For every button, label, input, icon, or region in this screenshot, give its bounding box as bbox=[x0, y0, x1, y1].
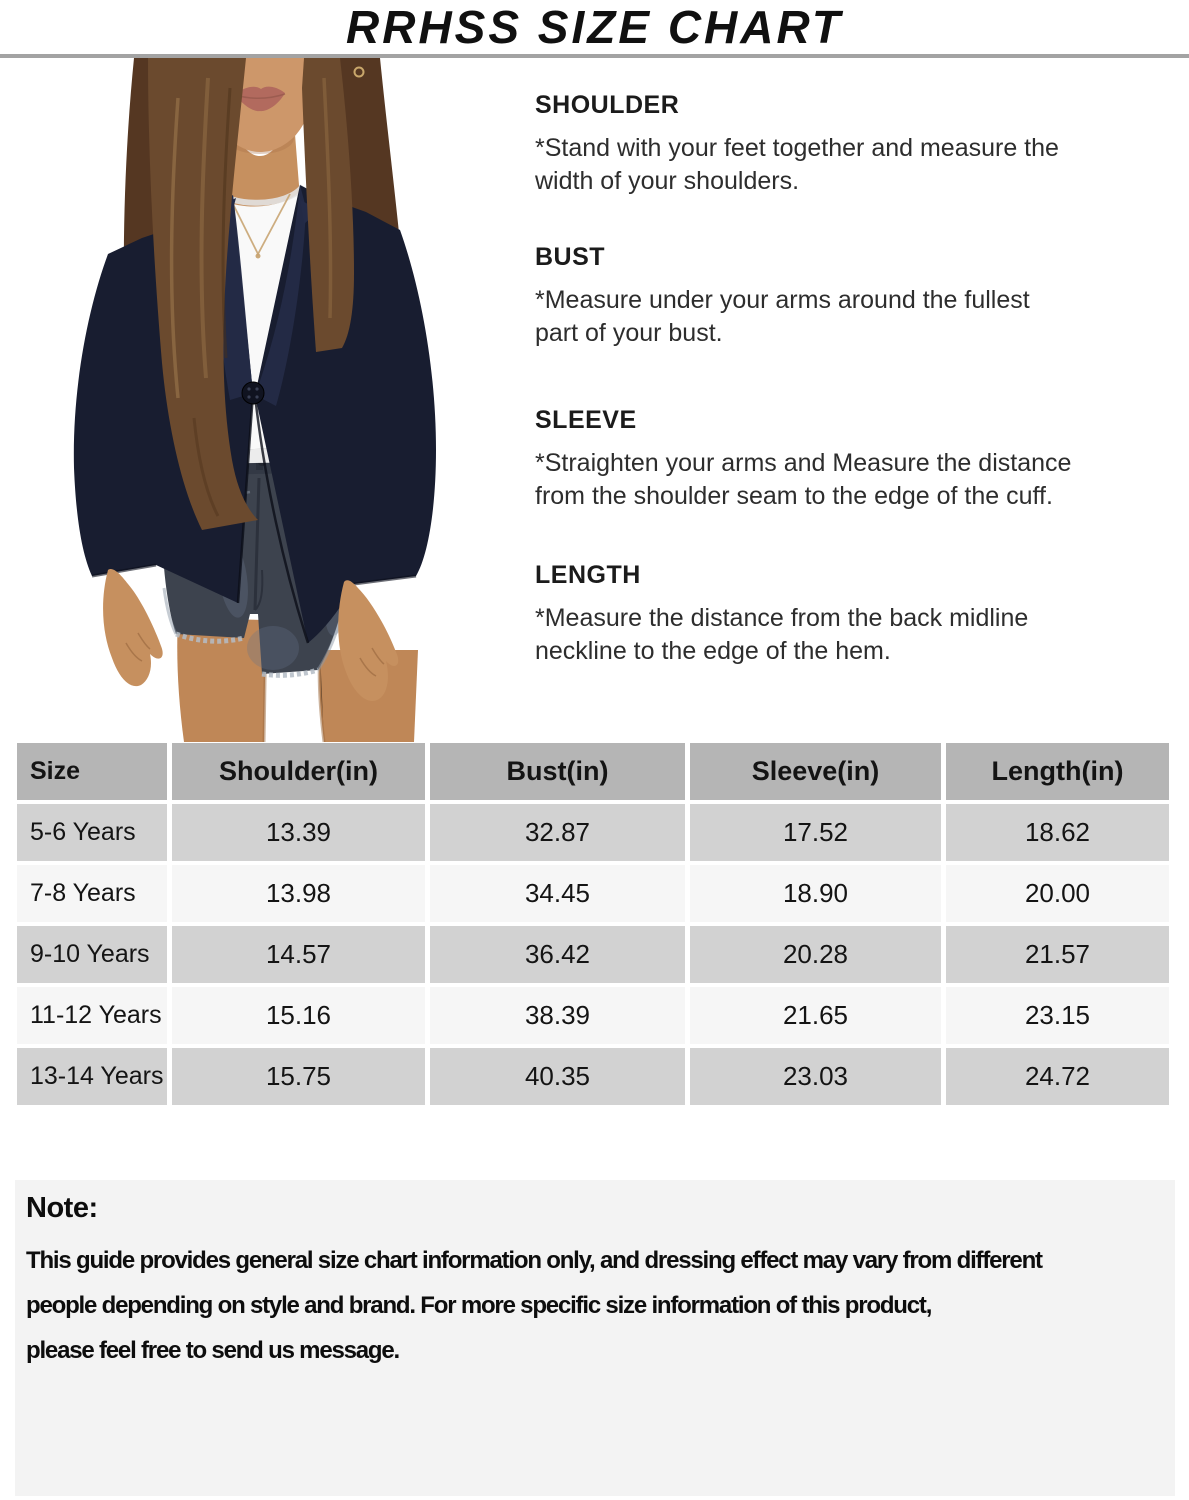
title-divider-line bbox=[0, 54, 1189, 58]
length-heading: LENGTH bbox=[535, 561, 641, 589]
size-table: Size Shoulder(in) Bust(in) Sleeve(in) Length… bbox=[17, 743, 1169, 1105]
size-table-cell-0-2: 32.87 bbox=[430, 804, 685, 861]
size-table-cell-3-2: 38.39 bbox=[430, 987, 685, 1044]
size-table-header-4: Length(in) bbox=[946, 743, 1169, 800]
size-table-cell-4-2: 40.35 bbox=[430, 1048, 685, 1105]
bust-text: *Measure under your arms around the full… bbox=[535, 286, 1030, 347]
section-bust: BUST *Measure under your arms around the… bbox=[535, 243, 1135, 350]
size-table-header-1: Shoulder(in) bbox=[172, 743, 425, 800]
shoulder-text: *Stand with your feet together and measu… bbox=[535, 134, 1059, 195]
size-table-cell-0-0: 5-6 Years bbox=[17, 804, 167, 861]
size-table-cell-0-3: 17.52 bbox=[690, 804, 941, 861]
size-table-cell-3-4: 23.15 bbox=[946, 987, 1169, 1044]
size-table-cell-3-0: 11-12 Years bbox=[17, 987, 167, 1044]
note-heading: Note: bbox=[26, 1192, 98, 1224]
size-table-cell-3-1: 15.16 bbox=[172, 987, 425, 1044]
measurement-instructions: SHOULDER *Stand with your feet together … bbox=[535, 85, 1135, 725]
size-table-cell-1-4: 20.00 bbox=[946, 865, 1169, 922]
bust-heading: BUST bbox=[535, 243, 606, 271]
shoulder-heading: SHOULDER bbox=[535, 91, 680, 119]
note-text: This guide provides general size chart i… bbox=[26, 1247, 1043, 1364]
size-table-cell-0-4: 18.62 bbox=[946, 804, 1169, 861]
size-table-cell-2-3: 20.28 bbox=[690, 926, 941, 983]
section-shoulder: SHOULDER *Stand with your feet together … bbox=[535, 91, 1135, 198]
size-table-header-3: Sleeve(in) bbox=[690, 743, 941, 800]
size-table-cell-1-1: 13.98 bbox=[172, 865, 425, 922]
sleeve-text: *Straighten your arms and Measure the di… bbox=[535, 449, 1072, 510]
size-table-cell-1-2: 34.45 bbox=[430, 865, 685, 922]
page-title: RRHSS SIZE CHART bbox=[346, 1, 843, 53]
size-table-header-0: Size bbox=[17, 743, 167, 800]
size-table-cell-2-4: 21.57 bbox=[946, 926, 1169, 983]
size-table-cell-2-0: 9-10 Years bbox=[17, 926, 167, 983]
size-table-cell-3-3: 21.65 bbox=[690, 987, 941, 1044]
sleeve-heading: SLEEVE bbox=[535, 406, 637, 434]
size-table-cell-4-1: 15.75 bbox=[172, 1048, 425, 1105]
size-table-cell-4-4: 24.72 bbox=[946, 1048, 1169, 1105]
model-photo bbox=[8, 58, 463, 743]
section-sleeve: SLEEVE *Straighten your arms and Measure… bbox=[535, 406, 1135, 513]
size-table-cell-4-3: 23.03 bbox=[690, 1048, 941, 1105]
length-text: *Measure the distance from the back midl… bbox=[535, 604, 1029, 665]
section-length: LENGTH *Measure the distance from the ba… bbox=[535, 561, 1135, 668]
size-table-cell-1-0: 7-8 Years bbox=[17, 865, 167, 922]
note-panel: Note: This guide provides general size c… bbox=[15, 1180, 1175, 1496]
size-table-cell-2-1: 14.57 bbox=[172, 926, 425, 983]
size-table-cell-4-0: 13-14 Years bbox=[17, 1048, 167, 1105]
size-table-cell-1-3: 18.90 bbox=[690, 865, 941, 922]
size-table-cell-2-2: 36.42 bbox=[430, 926, 685, 983]
size-table-header-2: Bust(in) bbox=[430, 743, 685, 800]
model-photo-illustration bbox=[73, 58, 436, 743]
size-table-cell-0-1: 13.39 bbox=[172, 804, 425, 861]
